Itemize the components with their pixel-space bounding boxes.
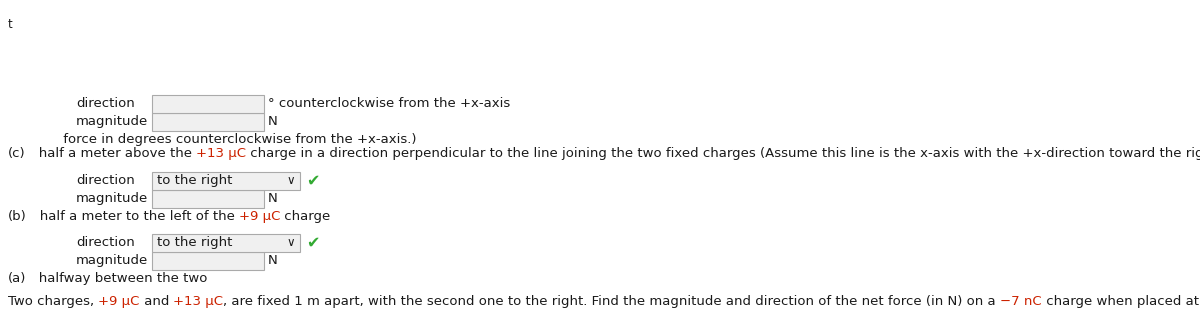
FancyBboxPatch shape	[152, 95, 264, 113]
Text: Two charges,: Two charges,	[8, 295, 98, 308]
Text: ∨: ∨	[286, 236, 295, 249]
Text: ∨: ∨	[286, 174, 295, 187]
Text: to the right: to the right	[157, 236, 233, 249]
Text: magnitude: magnitude	[76, 192, 149, 205]
Text: (c): (c)	[8, 147, 25, 160]
FancyBboxPatch shape	[152, 190, 264, 208]
Text: charge: charge	[281, 210, 330, 223]
Text: (b): (b)	[8, 210, 26, 223]
Text: and: and	[139, 295, 173, 308]
Text: +9 μC: +9 μC	[239, 210, 281, 223]
FancyBboxPatch shape	[152, 252, 264, 270]
Text: to the right: to the right	[157, 174, 233, 187]
Text: direction: direction	[76, 174, 134, 187]
Text: N: N	[268, 254, 277, 267]
Text: t: t	[8, 18, 13, 31]
Text: ✔: ✔	[306, 236, 319, 251]
Text: half a meter above the: half a meter above the	[25, 147, 196, 160]
Text: magnitude: magnitude	[76, 115, 149, 128]
Text: N: N	[268, 192, 277, 205]
Text: halfway between the two: halfway between the two	[26, 272, 208, 285]
FancyBboxPatch shape	[152, 172, 300, 190]
Text: ✔: ✔	[306, 174, 319, 189]
Text: charge in a direction perpendicular to the line joining the two fixed charges (A: charge in a direction perpendicular to t…	[246, 147, 1200, 160]
Text: direction: direction	[76, 97, 134, 110]
Text: +9 μC: +9 μC	[98, 295, 139, 308]
Text: charge when placed at the following locations.: charge when placed at the following loca…	[1042, 295, 1200, 308]
FancyBboxPatch shape	[152, 113, 264, 131]
Text: N: N	[268, 115, 277, 128]
Text: force in degrees counterclockwise from the +x-axis.): force in degrees counterclockwise from t…	[42, 133, 416, 146]
Text: ° counterclockwise from the +x-axis: ° counterclockwise from the +x-axis	[268, 97, 510, 110]
FancyBboxPatch shape	[152, 234, 300, 252]
Text: +13 μC: +13 μC	[173, 295, 223, 308]
Text: direction: direction	[76, 236, 134, 249]
Text: , are fixed 1 m apart, with the second one to the right. Find the magnitude and : , are fixed 1 m apart, with the second o…	[223, 295, 1001, 308]
Text: −7 nC: −7 nC	[1001, 295, 1042, 308]
Text: half a meter to the left of the: half a meter to the left of the	[26, 210, 239, 223]
Text: magnitude: magnitude	[76, 254, 149, 267]
Text: (a): (a)	[8, 272, 26, 285]
Text: +13 μC: +13 μC	[196, 147, 246, 160]
